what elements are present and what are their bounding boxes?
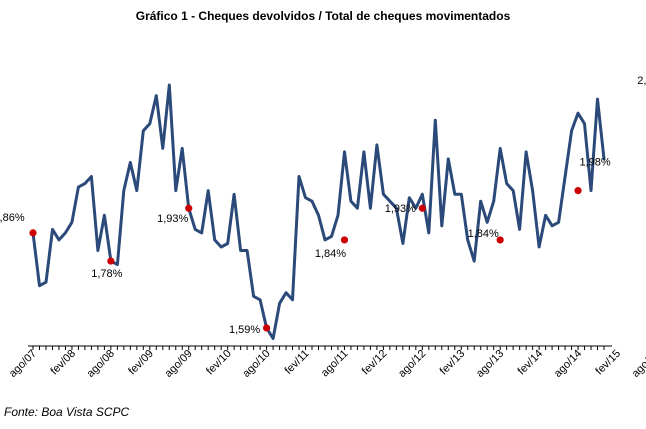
highlight-point <box>496 236 504 244</box>
series-line <box>31 83 606 340</box>
x-tick-label: fev/15 <box>593 348 623 378</box>
data-label: 2,24% <box>637 75 646 87</box>
highlight-point <box>29 229 37 237</box>
highlight-point <box>185 204 193 212</box>
x-tick-label: ago/11 <box>319 348 351 380</box>
x-tick-label: fev/08 <box>48 348 78 378</box>
x-tick-label: ago/10 <box>240 348 272 380</box>
highlight-point <box>574 187 582 195</box>
data-label: 1,93% <box>157 213 188 225</box>
x-tick-label: ago/14 <box>552 348 584 380</box>
data-label: 1,86% <box>0 212 25 224</box>
x-tick-label: fev/10 <box>204 348 234 378</box>
x-tick-label: fev/13 <box>438 348 468 378</box>
data-label: 1,93% <box>385 203 416 215</box>
highlight-point <box>107 257 115 265</box>
data-label: 1,98% <box>579 157 610 169</box>
x-tick-label: ago/13 <box>474 348 506 380</box>
x-tick-label: ago/09 <box>163 348 195 380</box>
chart-source: Fonte: Boa Vista SCPC <box>4 405 130 419</box>
x-tick-label: fev/12 <box>360 348 390 378</box>
chart-title: Gráfico 1 - Cheques devolvidos / Total d… <box>135 9 511 23</box>
highlight-point <box>262 324 271 332</box>
highlight-point <box>418 204 426 212</box>
data-label: 1,84% <box>468 228 499 240</box>
data-label: 1,59% <box>229 324 260 336</box>
highlight-point <box>340 236 349 244</box>
x-tick-label: ago/08 <box>85 348 117 380</box>
data-label: 1,84% <box>315 248 346 260</box>
data-label: 1,78% <box>91 268 122 280</box>
x-tick-label: fev/11 <box>283 348 312 377</box>
x-tick-label: fev/14 <box>516 348 546 378</box>
x-tick-label: ago/12 <box>396 348 428 380</box>
x-tick-label: fev/09 <box>126 348 156 378</box>
x-tick-label: ago/15 <box>630 348 646 380</box>
x-tick-label: ago/07 <box>7 348 39 380</box>
